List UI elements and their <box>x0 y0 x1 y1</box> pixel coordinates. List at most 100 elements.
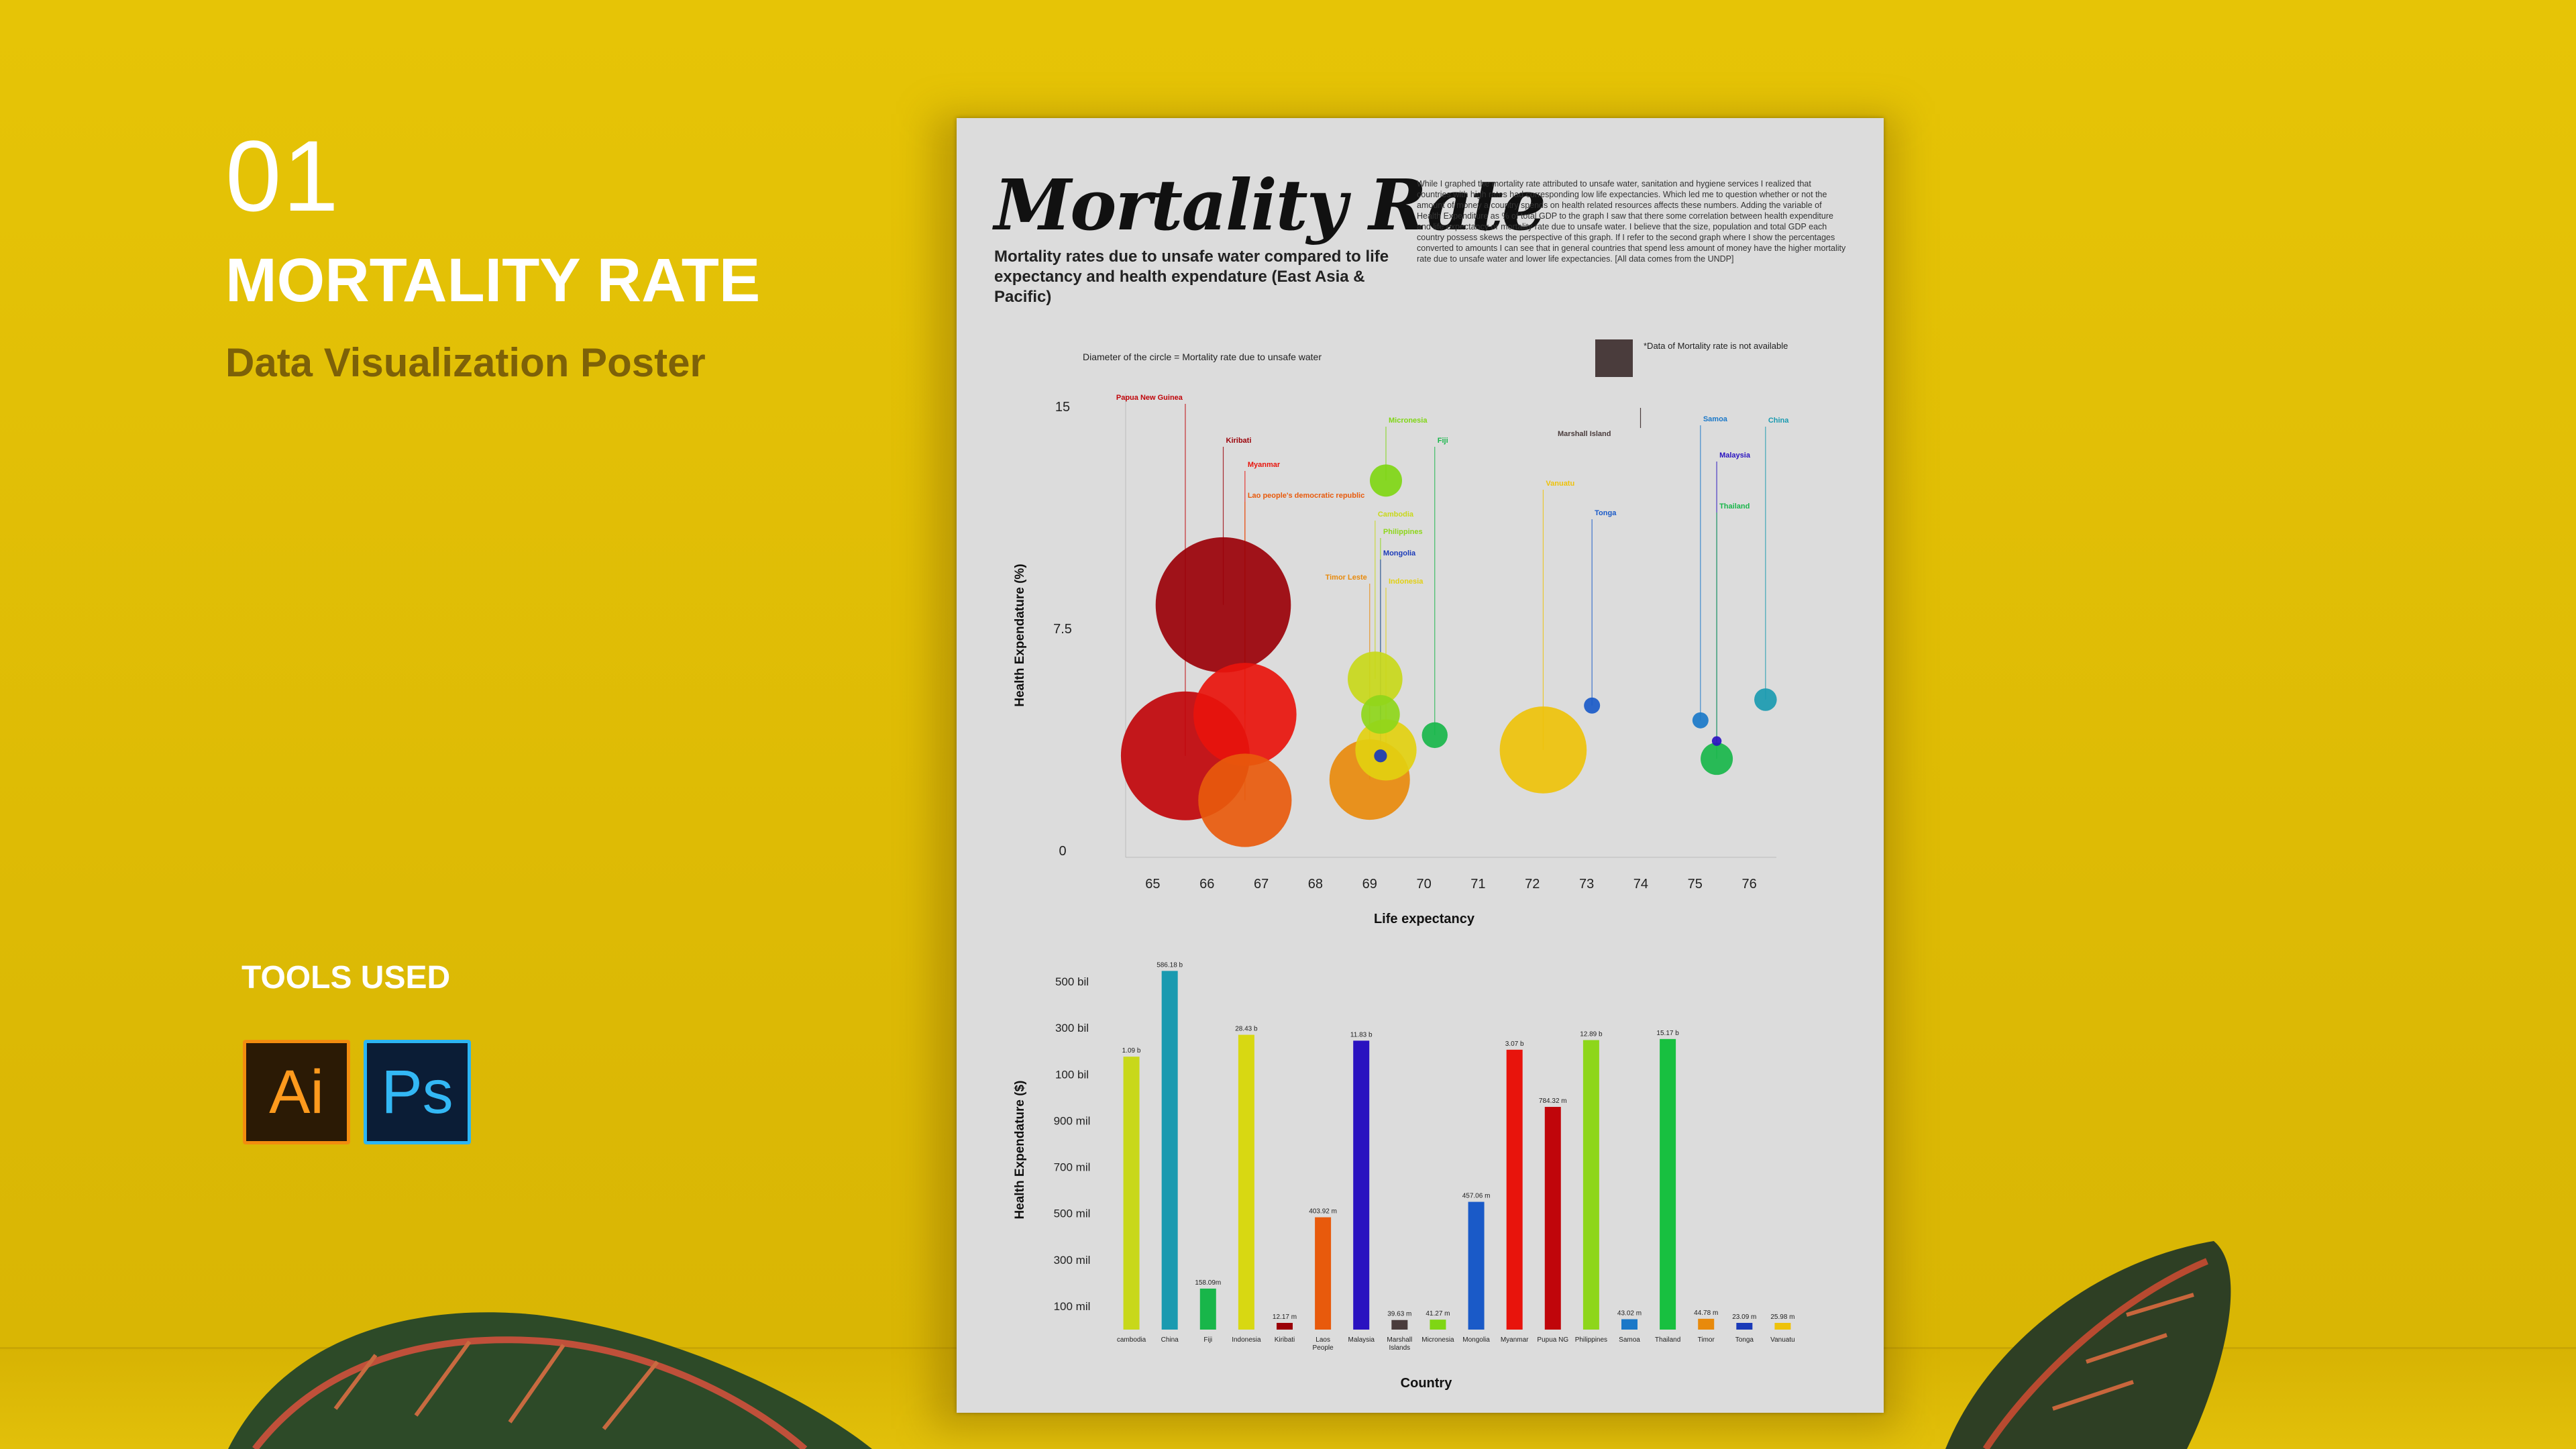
bar-x-label: Country <box>1401 1376 1453 1391</box>
bar-category-label: Kiribati <box>1275 1336 1295 1344</box>
scatter-point-label: Marshall Island <box>1558 430 1611 438</box>
bar-y-tick-label: 100 bil <box>1055 1068 1089 1081</box>
bar-category-label: Myanmar <box>1501 1336 1529 1344</box>
bar-category-label-line2: People <box>1313 1344 1334 1352</box>
scatter-x-tick-label: 66 <box>1199 877 1214 892</box>
bar-y-tick-label: 500 bil <box>1055 975 1089 988</box>
bar <box>1199 1288 1216 1330</box>
bar <box>1161 971 1178 1330</box>
scatter-bubble <box>1361 695 1400 734</box>
bar-value-label: 41.27 m <box>1426 1310 1450 1318</box>
bar-value-label: 25.98 m <box>1770 1313 1794 1321</box>
scatter-bubble <box>1499 706 1587 794</box>
na-note: *Data of Mortality rate is not available <box>1644 341 1788 351</box>
bar-value-label: 12.89 b <box>1580 1030 1603 1038</box>
scatter-bubble <box>1374 749 1387 763</box>
bar <box>1544 1107 1561 1330</box>
scatter-point-label: Malaysia <box>1719 451 1751 460</box>
scatter-point-label: Philippines <box>1383 528 1423 536</box>
scatter-point-label: Samoa <box>1703 415 1728 423</box>
bar-category-label: Timor <box>1698 1336 1715 1344</box>
scatter-point-label: Cambodia <box>1378 511 1414 519</box>
bar <box>1315 1217 1332 1330</box>
bar-value-label: 11.83 b <box>1350 1031 1373 1038</box>
bar-category-label: China <box>1161 1336 1179 1344</box>
scatter-point-label: Tonga <box>1595 509 1617 517</box>
bar <box>1430 1320 1446 1330</box>
scatter-x-tick-label: 67 <box>1254 877 1269 892</box>
poster: Mortality Rate Mortality rates due to un… <box>957 118 1884 1413</box>
bar <box>1506 1049 1523 1330</box>
bar <box>1582 1040 1599 1330</box>
bar <box>1660 1038 1676 1330</box>
poster-title: Mortality Rate <box>994 164 1546 246</box>
scatter-y-tick-label: 0 <box>1059 844 1066 859</box>
bar-value-label: 158.09m <box>1195 1279 1221 1287</box>
bar <box>1774 1323 1791 1330</box>
scatter-point-label: Lao people's democratic republic <box>1248 492 1364 500</box>
bar <box>1238 1034 1254 1330</box>
scatter-bubble <box>1193 663 1297 766</box>
scatter-bubble <box>1198 753 1292 847</box>
scatter-point-label: Micronesia <box>1389 417 1428 425</box>
illustrator-icon: Ai <box>243 1040 350 1144</box>
scatter-x-tick-label: 69 <box>1362 877 1377 892</box>
scatter-y-label: Health Expendature (%) <box>1013 564 1027 706</box>
bar-value-label: 1.09 b <box>1122 1047 1141 1055</box>
scatter-y-tick-label: 7.5 <box>1053 622 1072 637</box>
scatter-point-label: Timor Leste <box>1326 574 1367 582</box>
bar-value-label: 44.78 m <box>1694 1309 1718 1317</box>
scatter-bubble <box>1370 464 1402 497</box>
poster-subtitle: Mortality rates due to unsafe water comp… <box>994 248 1389 306</box>
slide-title: MORTALITY RATE <box>225 246 761 315</box>
scatter-y-tick-label: 15 <box>1055 400 1070 415</box>
bar-y-tick-label: 300 mil <box>1054 1254 1091 1267</box>
scatter-point-label: Thailand <box>1719 502 1750 511</box>
bar <box>1123 1057 1140 1330</box>
bar-value-label: 403.92 m <box>1309 1208 1337 1216</box>
bar-value-label: 3.07 b <box>1505 1040 1524 1048</box>
scatter-point-label: Vanuatu <box>1546 480 1574 488</box>
scatter-point-label: Indonesia <box>1389 578 1424 586</box>
charts-svg: 65 66 67 68 69 70 71 72 73 74 75 76 15 7.5 0 Life expec… <box>1013 393 1795 1391</box>
scatter-x-label: Life expectancy <box>1374 912 1475 926</box>
scatter-point-label: Fiji <box>1438 437 1448 445</box>
bar-y-tick-label: 700 mil <box>1054 1161 1091 1174</box>
bar-value-label: 457.06 m <box>1462 1193 1491 1200</box>
scatter-bubble <box>1355 719 1417 781</box>
bar-y-tick-label: 900 mil <box>1054 1114 1091 1127</box>
bar-category-label: Fiji <box>1203 1336 1212 1344</box>
legend-note: Diameter of the circle = Mortality rate … <box>1083 352 1322 362</box>
scatter-x-tick-label: 65 <box>1145 877 1160 892</box>
scatter-x-tick-label: 76 <box>1741 877 1756 892</box>
bar-category-label: Laos <box>1316 1336 1330 1344</box>
bar-category-label: Malaysia <box>1348 1336 1375 1344</box>
bar-category-label: Marshall <box>1387 1336 1412 1344</box>
bar <box>1698 1318 1715 1330</box>
bar-category-label: Vanuatu <box>1770 1336 1795 1344</box>
bar-value-label: 28.43 b <box>1235 1026 1258 1033</box>
bar-value-label: 784.32 m <box>1539 1097 1567 1105</box>
scatter-bubble <box>1692 712 1709 729</box>
bar-y-tick-label: 300 bil <box>1055 1022 1089 1034</box>
scatter-bubble <box>1155 537 1291 673</box>
scatter-point-label: Kiribati <box>1226 437 1252 445</box>
scatter-x-tick-label: 74 <box>1633 877 1648 892</box>
bar-value-label: 39.63 m <box>1387 1311 1411 1318</box>
scatter-bubble <box>1421 722 1448 749</box>
scatter-point-label: Myanmar <box>1248 461 1281 469</box>
bar-y-tick-label: 100 mil <box>1054 1300 1091 1313</box>
bar <box>1736 1323 1753 1330</box>
poster-description: While I graphed the mortality rate attri… <box>1417 179 1846 264</box>
scatter-bubble <box>1701 743 1733 775</box>
scatter-point-label: Mongolia <box>1383 549 1416 557</box>
bar <box>1391 1320 1408 1330</box>
bar <box>1468 1201 1485 1330</box>
bar-category-label: Philippines <box>1575 1336 1607 1344</box>
bar-value-label: 15.17 b <box>1656 1030 1679 1037</box>
bar <box>1277 1323 1293 1330</box>
bar-category-label: Samoa <box>1619 1336 1640 1344</box>
bar-value-label: 586.18 b <box>1157 961 1183 969</box>
scatter-x-tick-label: 73 <box>1579 877 1594 892</box>
scatter-bubble <box>1348 651 1403 706</box>
